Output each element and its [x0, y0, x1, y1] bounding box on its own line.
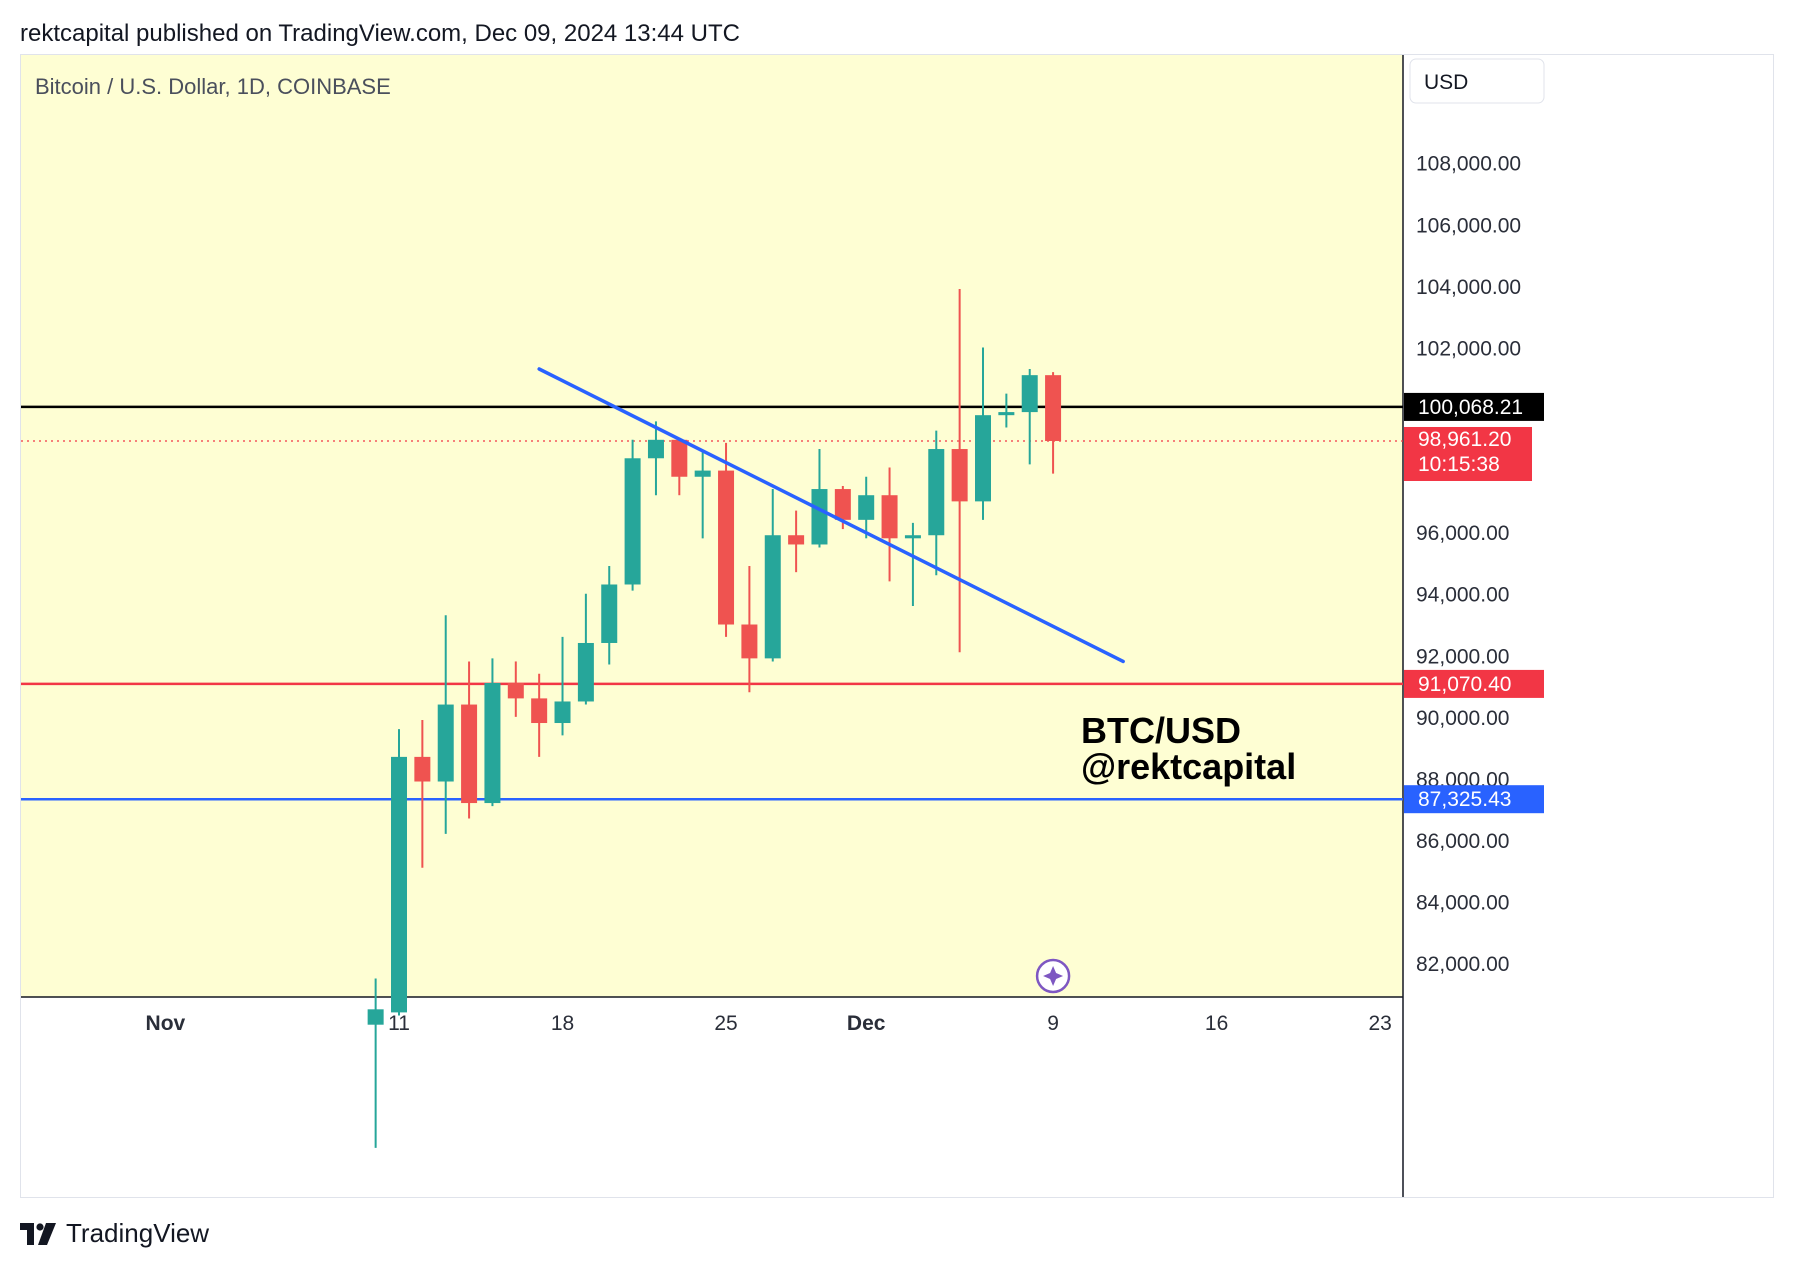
publish-header: rektcapital published on TradingView.com… — [20, 20, 740, 47]
y-tick-label: 108,000.00 — [1416, 153, 1521, 176]
candle-body[interactable] — [367, 1009, 384, 1025]
chart-annotation: BTC/USD — [1081, 710, 1241, 751]
candle-body[interactable] — [858, 495, 875, 520]
y-tick-label: 104,000.00 — [1416, 276, 1521, 299]
price-label-box — [1404, 426, 1532, 481]
chart-title: Bitcoin / U.S. Dollar, 1D, COINBASE — [35, 74, 391, 99]
y-tick-label: 96,000.00 — [1416, 522, 1509, 545]
sparkle-star-icon — [1043, 966, 1064, 986]
candle-body[interactable] — [624, 458, 641, 585]
currency-button-label: USD — [1424, 71, 1468, 94]
y-tick-label: 102,000.00 — [1416, 337, 1521, 360]
chart-annotation: @rektcapital — [1081, 746, 1296, 787]
countdown-label: 10:15:38 — [1418, 453, 1500, 476]
candle-body[interactable] — [647, 439, 664, 459]
price-label-box — [1404, 669, 1544, 698]
x-tick-label: 16 — [1205, 1012, 1228, 1035]
candle-body[interactable] — [601, 584, 618, 643]
x-tick-label: 11 — [388, 1012, 410, 1035]
candle-body[interactable] — [975, 415, 991, 502]
candle-body[interactable] — [951, 449, 968, 502]
y-tick-label: 90,000.00 — [1416, 707, 1509, 730]
candle-body[interactable] — [671, 439, 688, 477]
candle-body[interactable] — [718, 470, 735, 625]
y-tick-label: 82,000.00 — [1416, 953, 1509, 976]
candle-body[interactable] — [1045, 375, 1062, 441]
plot-background — [21, 55, 1403, 997]
candle-body[interactable] — [461, 704, 478, 804]
candle-body[interactable] — [531, 698, 548, 724]
candle-body[interactable] — [414, 756, 431, 782]
price-axis-background — [1403, 55, 1773, 1197]
y-tick-label: 92,000.00 — [1416, 645, 1509, 668]
candle-body[interactable] — [694, 470, 711, 477]
candle-body[interactable] — [437, 704, 454, 782]
price-label: 100,068.21 — [1418, 396, 1523, 419]
candle-body[interactable] — [998, 412, 1015, 416]
x-tick-label: 9 — [1047, 1012, 1059, 1035]
candle-body[interactable] — [811, 489, 828, 545]
currency-button[interactable] — [1409, 58, 1545, 104]
x-tick-label: 18 — [551, 1012, 574, 1035]
candle-body[interactable] — [554, 701, 571, 724]
price-label: 98,961.20 — [1418, 428, 1511, 451]
price-label: 87,325.43 — [1418, 788, 1511, 811]
candle-body[interactable] — [764, 535, 781, 659]
chart-frame[interactable]: Bitcoin / U.S. Dollar, 1D, COINBASE BTC/U… — [20, 54, 1774, 1198]
candle-body[interactable] — [881, 495, 898, 539]
candle-body[interactable] — [484, 683, 501, 804]
x-tick-label: Nov — [146, 1012, 186, 1035]
candlestick-chart[interactable]: Bitcoin / U.S. Dollar, 1D, COINBASE BTC/U… — [21, 55, 1773, 1197]
y-tick-label: 94,000.00 — [1416, 584, 1509, 607]
x-tick-label: 23 — [1368, 1012, 1391, 1035]
candle-body[interactable] — [788, 535, 805, 545]
tradingview-logo-icon — [20, 1222, 56, 1245]
x-tick-label: Dec — [847, 1012, 886, 1035]
y-tick-label: 106,000.00 — [1416, 214, 1521, 237]
footer-brand: TradingView — [66, 1218, 210, 1248]
y-tick-label: 86,000.00 — [1416, 830, 1509, 853]
price-label-box — [1404, 785, 1544, 814]
candle-body[interactable] — [577, 642, 594, 702]
candle-body[interactable] — [1021, 375, 1038, 413]
candle-body[interactable] — [904, 535, 921, 539]
footer: TradingView — [20, 1218, 209, 1249]
x-tick-label: 25 — [714, 1012, 737, 1035]
candle-body[interactable] — [834, 489, 851, 520]
candle-body[interactable] — [928, 449, 945, 536]
candle-body[interactable] — [507, 683, 524, 699]
time-axis-background — [21, 997, 1403, 1197]
trendline[interactable] — [537, 367, 1125, 664]
candle-body[interactable] — [741, 624, 758, 659]
y-tick-label: 84,000.00 — [1416, 892, 1509, 915]
price-label-box — [1404, 392, 1544, 421]
price-label: 91,070.40 — [1418, 673, 1511, 696]
candle-body[interactable] — [391, 756, 407, 1013]
